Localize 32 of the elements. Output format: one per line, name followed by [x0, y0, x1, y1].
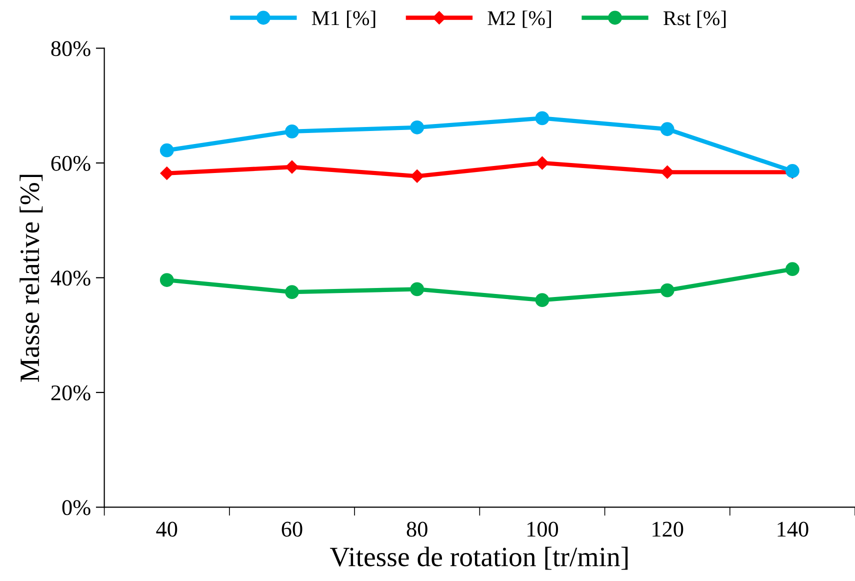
x-tick-label: 40	[156, 522, 178, 537]
point	[660, 166, 674, 179]
legend-label: Rst [%]	[664, 10, 726, 28]
point	[160, 273, 174, 287]
point	[535, 293, 550, 308]
point	[160, 143, 174, 158]
y-tick-label: 0%	[62, 500, 90, 516]
x-tick-label: 100	[528, 522, 558, 537]
point	[410, 120, 424, 134]
x-tick-label: 120	[652, 522, 684, 537]
legend-label: M1 [%]	[312, 10, 376, 28]
y-tick-label: 60%	[51, 156, 90, 171]
x-tick-label: 140	[778, 522, 808, 537]
x-tick-label: 80	[406, 522, 428, 537]
y-tick-label: 80%	[51, 41, 90, 56]
point	[285, 285, 299, 300]
point	[660, 122, 674, 136]
point	[285, 124, 299, 138]
y-tick-label: 20%	[51, 385, 90, 400]
y-axis-title: Masse relative [%]	[20, 174, 43, 382]
point	[285, 160, 299, 174]
point	[660, 283, 674, 298]
y-tick-label: 40%	[50, 270, 90, 286]
point	[535, 111, 550, 126]
point	[536, 156, 549, 170]
point	[786, 262, 800, 276]
x-axis-title: Vitesse de rotation [tr/min]	[330, 546, 628, 570]
legend-label: M2 [%]	[488, 10, 551, 28]
point	[160, 166, 174, 180]
x-tick-label: 60	[282, 522, 302, 537]
point	[410, 170, 424, 183]
point	[410, 282, 424, 296]
